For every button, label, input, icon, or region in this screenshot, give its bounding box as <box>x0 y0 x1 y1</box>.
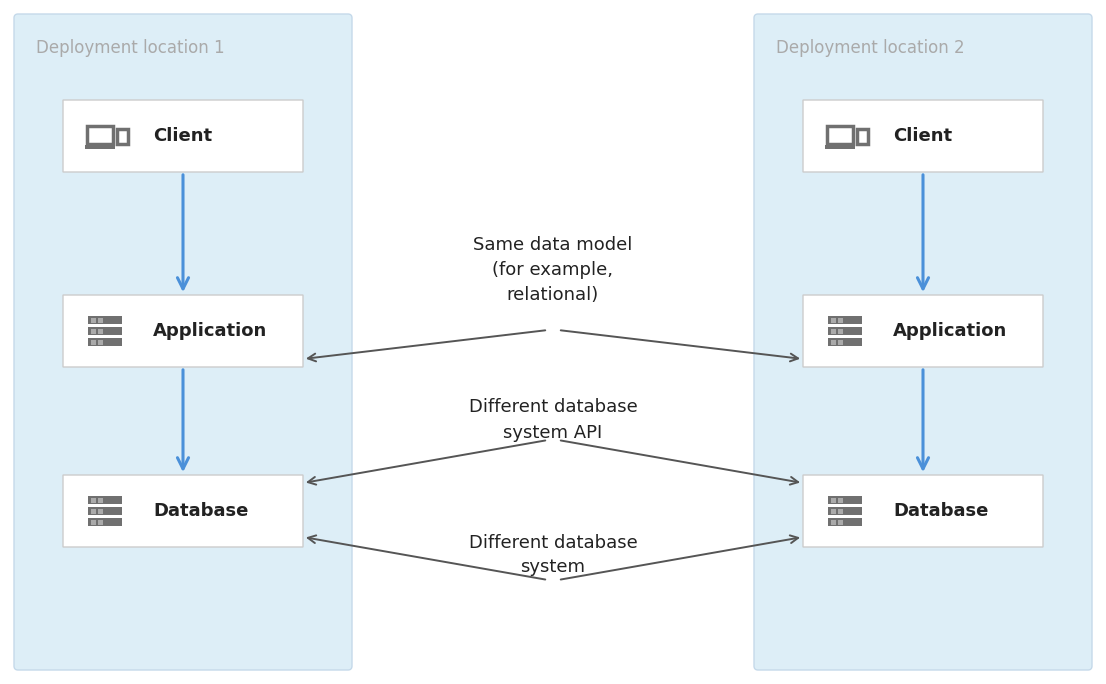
FancyBboxPatch shape <box>63 475 303 547</box>
Text: Database: Database <box>893 502 989 520</box>
Bar <box>827 126 853 144</box>
Bar <box>831 497 836 503</box>
Bar <box>88 338 122 346</box>
Bar <box>98 317 103 322</box>
Bar <box>828 496 862 504</box>
Bar <box>88 507 122 515</box>
Bar <box>91 520 96 525</box>
Bar <box>828 338 862 346</box>
Bar <box>88 327 122 335</box>
FancyBboxPatch shape <box>63 295 303 367</box>
Bar <box>838 508 843 514</box>
Bar <box>117 129 128 144</box>
Bar <box>831 317 836 322</box>
Text: Application: Application <box>153 322 268 340</box>
Bar <box>88 316 122 324</box>
Bar <box>831 520 836 525</box>
Bar <box>831 508 836 514</box>
FancyBboxPatch shape <box>803 100 1043 172</box>
Text: Application: Application <box>893 322 1008 340</box>
Text: Different database
system API: Different database system API <box>469 399 637 441</box>
Bar <box>91 508 96 514</box>
Bar <box>91 497 96 503</box>
Bar <box>838 497 843 503</box>
FancyBboxPatch shape <box>63 100 303 172</box>
Bar <box>98 520 103 525</box>
Bar <box>88 496 122 504</box>
Text: Client: Client <box>893 127 952 145</box>
FancyBboxPatch shape <box>754 14 1092 670</box>
Text: Deployment location 1: Deployment location 1 <box>36 39 225 57</box>
Bar <box>831 339 836 345</box>
Bar <box>98 508 103 514</box>
Bar <box>98 497 103 503</box>
Bar <box>838 328 843 334</box>
Bar <box>98 328 103 334</box>
Text: Same data model
(for example,
relational): Same data model (for example, relational… <box>473 236 633 304</box>
Bar <box>825 145 855 149</box>
Bar <box>91 339 96 345</box>
Text: Deployment location 2: Deployment location 2 <box>776 39 964 57</box>
Bar <box>88 518 122 526</box>
Bar <box>828 507 862 515</box>
Bar <box>91 317 96 322</box>
Text: Different database
system: Different database system <box>469 534 637 577</box>
Bar <box>828 518 862 526</box>
Bar <box>838 520 843 525</box>
Bar <box>828 327 862 335</box>
Bar <box>831 328 836 334</box>
FancyBboxPatch shape <box>803 295 1043 367</box>
Text: Database: Database <box>153 502 249 520</box>
Bar <box>98 339 103 345</box>
Bar <box>85 145 115 149</box>
FancyBboxPatch shape <box>14 14 352 670</box>
Bar <box>838 317 843 322</box>
Bar <box>91 328 96 334</box>
Bar <box>87 126 113 144</box>
Text: Client: Client <box>153 127 212 145</box>
Bar <box>857 129 868 144</box>
Bar <box>828 316 862 324</box>
Bar <box>838 339 843 345</box>
FancyBboxPatch shape <box>803 475 1043 547</box>
